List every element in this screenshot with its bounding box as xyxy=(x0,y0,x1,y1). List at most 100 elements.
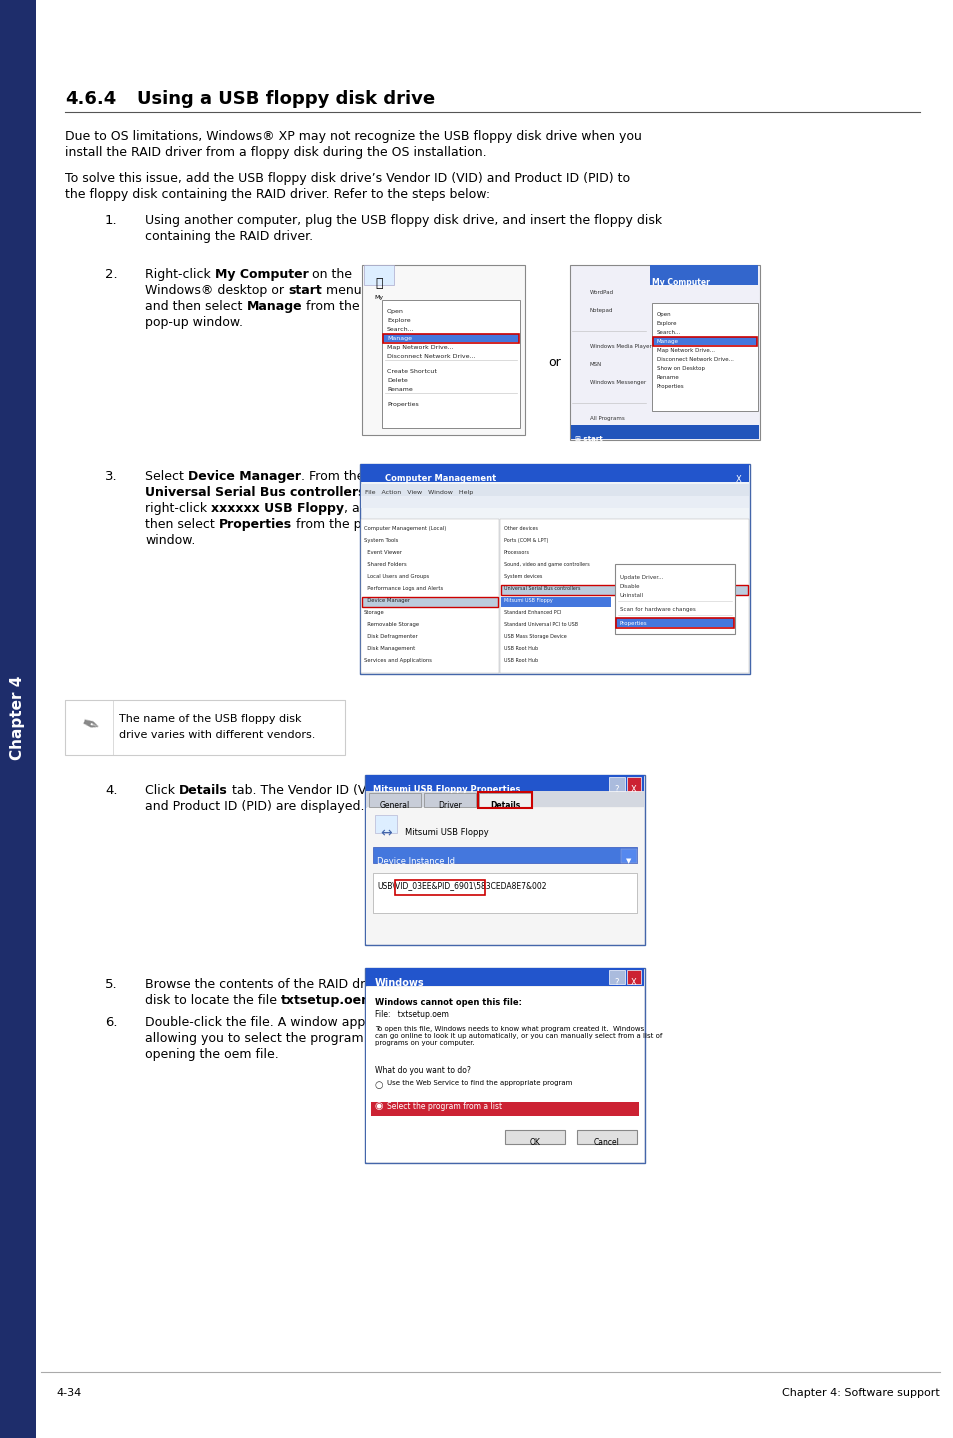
Text: from the pop-up: from the pop-up xyxy=(292,518,396,531)
Text: System Tools: System Tools xyxy=(364,538,398,544)
Bar xyxy=(569,265,760,440)
Text: and Product ID (PID) are displayed.: and Product ID (PID) are displayed. xyxy=(145,800,364,812)
Text: General: General xyxy=(379,801,410,810)
Bar xyxy=(361,597,497,607)
Bar xyxy=(615,564,734,634)
Text: start: start xyxy=(288,283,321,298)
Text: ◉: ◉ xyxy=(375,1102,383,1112)
Text: Universal Serial Bus controllers: Universal Serial Bus controllers xyxy=(145,486,365,499)
Text: X: X xyxy=(631,978,637,986)
Text: Map Network Drive...: Map Network Drive... xyxy=(387,345,453,349)
Text: install the RAID driver from a floppy disk during the OS installation.: install the RAID driver from a floppy di… xyxy=(65,147,486,160)
Text: Map Network Drive...: Map Network Drive... xyxy=(657,348,714,352)
Text: Create Shortcut: Create Shortcut xyxy=(387,370,436,374)
Text: Standard Universal PCI to USB: Standard Universal PCI to USB xyxy=(503,623,578,627)
Text: or: or xyxy=(548,357,560,370)
Text: MSN: MSN xyxy=(589,362,601,367)
Text: containing the RAID driver.: containing the RAID driver. xyxy=(145,230,313,243)
Text: Delete: Delete xyxy=(387,378,407,383)
Text: Disk Management: Disk Management xyxy=(364,646,415,651)
Text: Processors: Processors xyxy=(503,549,530,555)
Text: Standard Enhanced PCI: Standard Enhanced PCI xyxy=(503,610,561,615)
Text: Properties: Properties xyxy=(657,384,684,390)
Bar xyxy=(365,775,644,945)
Bar xyxy=(382,334,518,342)
Text: Removable Storage: Removable Storage xyxy=(364,623,418,627)
Text: ?: ? xyxy=(614,978,618,986)
Text: allowing you to select the program for: allowing you to select the program for xyxy=(145,1032,384,1045)
Bar xyxy=(65,700,345,755)
Bar xyxy=(360,485,748,496)
Bar xyxy=(365,968,644,1163)
Text: Explore: Explore xyxy=(387,318,410,324)
Text: 1.: 1. xyxy=(105,214,117,227)
Text: opening the oem file.: opening the oem file. xyxy=(145,1048,278,1061)
Text: Scan for hardware changes: Scan for hardware changes xyxy=(619,607,695,613)
Text: Manage: Manage xyxy=(246,301,302,313)
Text: Windows Media Player: Windows Media Player xyxy=(589,344,651,349)
Text: ▼: ▼ xyxy=(626,858,631,864)
Text: To solve this issue, add the USB floppy disk drive’s Vendor ID (VID) and Product: To solve this issue, add the USB floppy … xyxy=(65,173,630,186)
Text: Uninstall: Uninstall xyxy=(619,592,643,598)
Bar xyxy=(651,303,758,411)
Text: USB\VID_03EE&PID_6901\583CEDA8E7&002: USB\VID_03EE&PID_6901\583CEDA8E7&002 xyxy=(376,881,546,890)
Bar xyxy=(626,971,640,984)
Text: . From the: . From the xyxy=(300,470,364,483)
Text: pop-up window.: pop-up window. xyxy=(145,316,243,329)
Text: Universal Serial Bus controllers: Universal Serial Bus controllers xyxy=(503,587,579,591)
Bar xyxy=(366,791,643,807)
Bar xyxy=(608,777,624,791)
Text: All Programs: All Programs xyxy=(589,416,624,421)
Text: Update Driver...: Update Driver... xyxy=(619,575,662,580)
Text: Explore: Explore xyxy=(657,321,677,326)
Text: Device Instance Id: Device Instance Id xyxy=(376,857,455,866)
Text: 4.: 4. xyxy=(105,784,117,797)
Text: the floppy disk containing the RAID driver. Refer to the steps below:: the floppy disk containing the RAID driv… xyxy=(65,188,490,201)
Text: OK: OK xyxy=(529,1137,539,1148)
Text: Manage: Manage xyxy=(387,336,412,341)
Text: Mitsumi USB Floppy Properties: Mitsumi USB Floppy Properties xyxy=(373,785,519,794)
Text: File   Action   View   Window   Help: File Action View Window Help xyxy=(365,490,473,495)
Bar xyxy=(361,265,524,436)
Bar xyxy=(571,426,759,439)
Text: 4-34: 4-34 xyxy=(56,1388,81,1398)
Text: , and: , and xyxy=(344,502,375,515)
Bar xyxy=(500,597,610,607)
Text: then select: then select xyxy=(145,518,218,531)
Text: ?: ? xyxy=(614,785,618,794)
Text: .: . xyxy=(375,994,378,1007)
Bar xyxy=(649,265,758,285)
Text: Open: Open xyxy=(657,312,671,316)
Bar xyxy=(366,968,643,986)
Bar xyxy=(364,265,394,285)
Bar xyxy=(395,880,484,894)
Bar xyxy=(360,519,498,673)
Bar xyxy=(360,464,748,482)
Bar xyxy=(616,618,733,628)
Text: Cancel: Cancel xyxy=(594,1137,619,1148)
Text: and then select: and then select xyxy=(145,301,246,313)
Text: Disk Defragmenter: Disk Defragmenter xyxy=(364,634,417,638)
Text: USB Mass Storage Device: USB Mass Storage Device xyxy=(503,634,566,638)
Bar xyxy=(504,1130,564,1145)
Bar xyxy=(499,519,748,673)
Bar xyxy=(366,775,643,792)
Text: Computer Management (Local): Computer Management (Local) xyxy=(364,526,446,531)
Text: Computer Management: Computer Management xyxy=(385,475,496,483)
Bar xyxy=(577,1130,637,1145)
Bar xyxy=(375,815,396,833)
Text: Disconnect Network Drive...: Disconnect Network Drive... xyxy=(657,357,733,362)
Text: My Computer: My Computer xyxy=(214,267,308,280)
Text: Device Manager: Device Manager xyxy=(364,598,410,603)
Text: txtsetup.oem: txtsetup.oem xyxy=(281,994,375,1007)
Bar xyxy=(371,1102,639,1116)
Text: Device Manager: Device Manager xyxy=(188,470,300,483)
Bar xyxy=(360,496,748,508)
Text: Show on Desktop: Show on Desktop xyxy=(657,367,704,371)
Text: Select: Select xyxy=(145,470,188,483)
Text: Performance Logs and Alerts: Performance Logs and Alerts xyxy=(364,587,443,591)
Text: Shared Folders: Shared Folders xyxy=(364,562,406,567)
Text: Driver: Driver xyxy=(437,801,461,810)
Text: USB Root Hub: USB Root Hub xyxy=(503,659,537,663)
Text: USB Root Hub: USB Root Hub xyxy=(503,646,537,651)
